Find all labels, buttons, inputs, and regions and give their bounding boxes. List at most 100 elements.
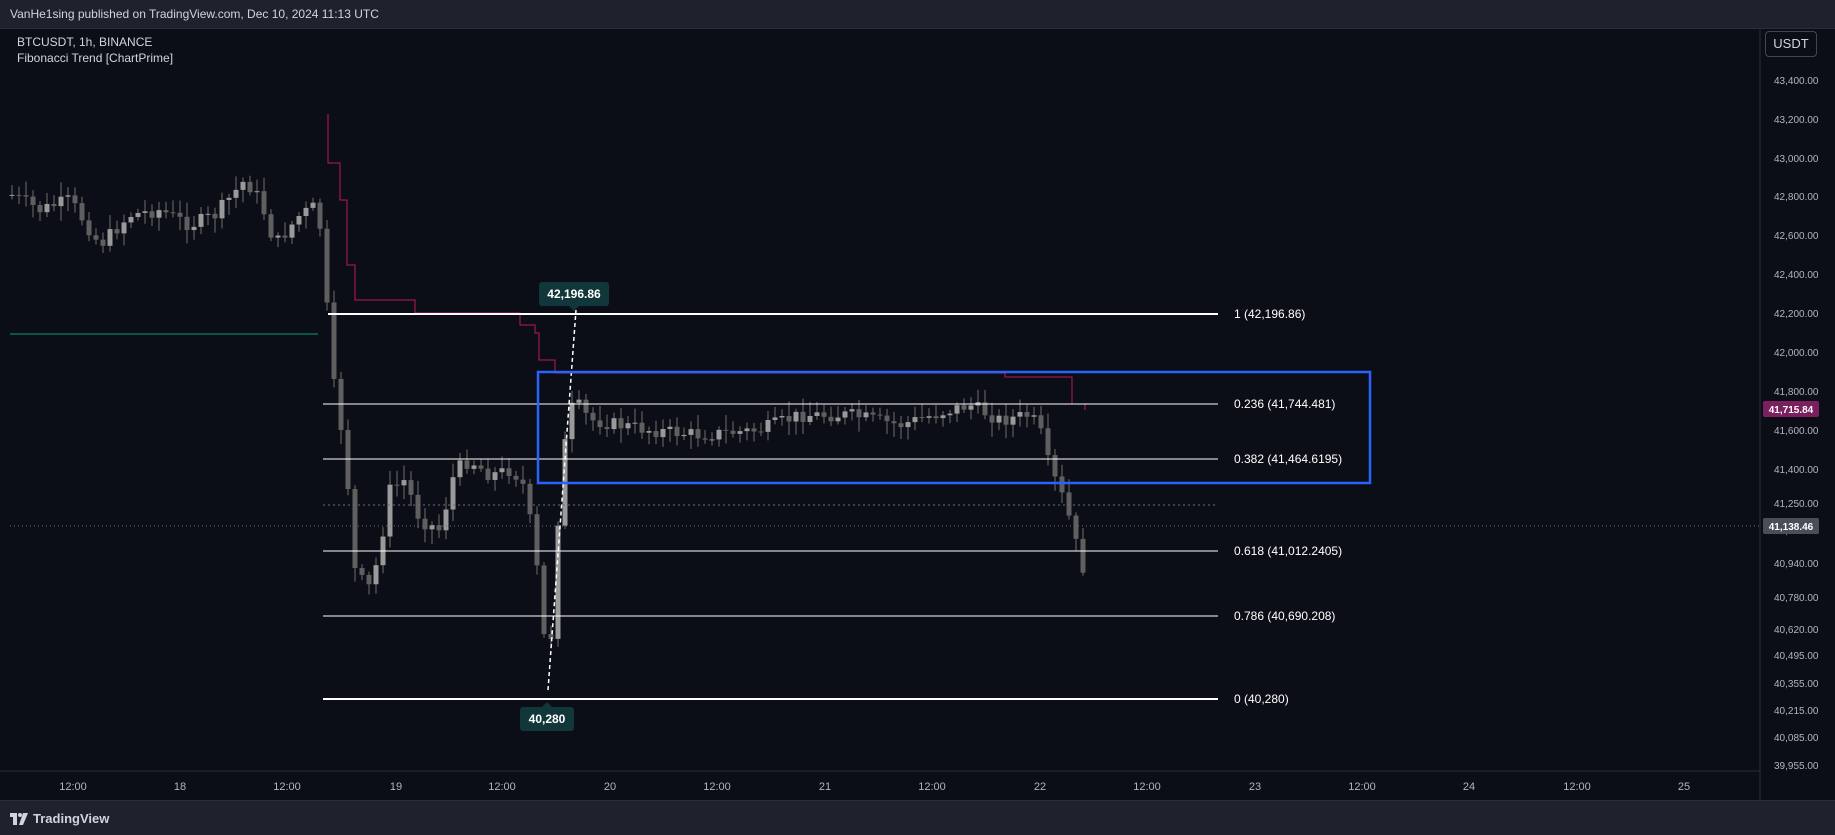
candle-body	[345, 430, 351, 490]
candle-body	[695, 429, 701, 439]
candle-body	[723, 429, 729, 431]
candle-body	[898, 423, 904, 428]
candle-body	[1073, 515, 1079, 539]
candle-body	[436, 525, 442, 531]
candle-body	[1080, 538, 1086, 573]
candle-body	[443, 509, 449, 531]
candle-body	[632, 422, 638, 424]
price-tick-label: 42,600.00	[1774, 231, 1819, 242]
price-tick-label: 43,400.00	[1774, 76, 1819, 87]
time-tick-label: 21	[819, 781, 831, 793]
chart-legend: BTCUSDT, 1h, BINANCE Fibonacci Trend [Ch…	[17, 34, 173, 66]
candle-body	[611, 418, 617, 430]
price-tick-label: 43,000.00	[1774, 154, 1819, 165]
candle-body	[604, 427, 610, 430]
candle-body	[478, 465, 484, 469]
candle-body	[233, 189, 239, 198]
time-axis[interactable]: 12:00 18 12:00 19 12:00 20 12:00 21 12:00 22 12:00…	[59, 781, 1690, 793]
candle-body	[324, 228, 330, 303]
candle-body	[884, 415, 890, 422]
candle-body	[548, 634, 554, 639]
candle-body	[912, 417, 918, 423]
candle-body	[450, 477, 456, 510]
candle-body	[387, 484, 393, 537]
candle-body	[205, 213, 211, 215]
fib-label-0236: 0.236 (41,744.481)	[1234, 397, 1335, 411]
time-tick-label: 12:00	[1348, 781, 1376, 793]
candle-body	[170, 212, 176, 214]
fib-label-0: 0 (40,280)	[1234, 692, 1289, 706]
candle-body	[541, 565, 547, 635]
swing-high-label: 42,196.86	[547, 287, 601, 301]
price-tag-last: 41,715.84	[1763, 401, 1819, 417]
candle-body	[863, 412, 869, 418]
candles	[9, 175, 1086, 649]
legend-symbol[interactable]: BTCUSDT, 1h, BINANCE	[17, 35, 153, 49]
candle-body	[653, 431, 659, 438]
time-tick-label: 18	[174, 781, 186, 793]
candle-body	[1038, 415, 1044, 429]
price-tag-crosshair: 41,138.46	[1763, 518, 1819, 534]
candle-body	[597, 420, 603, 428]
trend-trail-line	[327, 114, 1086, 410]
publisher-text: VanHe1sing published on TradingView.com,…	[10, 7, 379, 21]
fib-label-0786: 0.786 (40,690.208)	[1234, 609, 1335, 623]
candle-body	[765, 420, 771, 432]
candle-body	[506, 468, 512, 476]
candle-body	[492, 472, 498, 480]
candle-body	[814, 412, 820, 416]
candle-body	[555, 525, 561, 639]
candle-body	[408, 480, 414, 495]
candle-body	[583, 399, 589, 413]
candle-body	[163, 210, 169, 213]
candle-body	[128, 216, 134, 223]
price-tick-label: 42,800.00	[1774, 192, 1819, 203]
candle-body	[268, 214, 274, 238]
legend-indicator[interactable]: Fibonacci Trend [ChartPrime]	[17, 51, 174, 65]
chart-canvas[interactable]: 1 (42,196.86) 0.236 (41,744.481) 0.382 (…	[0, 28, 1835, 800]
candle-body	[961, 405, 967, 410]
candle-body	[275, 235, 281, 238]
candle-body	[226, 197, 232, 200]
candle-body	[58, 196, 64, 207]
candle-body	[968, 405, 974, 410]
candle-body	[891, 421, 897, 424]
candle-body	[786, 415, 792, 422]
price-axis[interactable]: 43,400.00 43,200.00 43,000.00 42,800.00 42,6…	[1774, 76, 1819, 772]
time-tick-label: 19	[390, 781, 402, 793]
candle-body	[758, 431, 764, 433]
candle-body	[219, 199, 225, 219]
tradingview-logo[interactable]: TradingView	[10, 811, 109, 826]
consolidation-box[interactable]	[536, 370, 1372, 485]
candle-body	[919, 417, 925, 419]
candle-body	[1003, 415, 1009, 425]
candle-body	[828, 416, 834, 422]
price-tick-label: 39,955.00	[1774, 761, 1819, 772]
price-tick-label: 41,600.00	[1774, 426, 1819, 437]
time-tick-label: 25	[1678, 781, 1690, 793]
candle-body	[72, 195, 78, 204]
candle-body	[709, 439, 715, 441]
candle-body	[191, 226, 197, 231]
candle-body	[261, 191, 267, 215]
candle-body	[1024, 412, 1030, 417]
time-tick-label: 20	[604, 781, 616, 793]
candle-body	[394, 484, 400, 486]
candle-body	[527, 483, 533, 515]
price-tag-last-text: 41,715.84	[1769, 405, 1814, 416]
time-tick-label: 12:00	[1133, 781, 1161, 793]
candle-body	[779, 415, 785, 418]
time-tick-label: 12:00	[1563, 781, 1591, 793]
currency-button[interactable]: USDT	[1765, 31, 1817, 57]
swing-low-label: 40,280	[529, 712, 566, 726]
tradingview-logo-icon	[10, 812, 28, 825]
candle-body	[681, 434, 687, 437]
candle-body	[660, 428, 666, 438]
swing-dashed-line	[547, 309, 577, 691]
candle-body	[464, 460, 470, 469]
time-tick-label: 24	[1463, 781, 1475, 793]
price-tick-label: 42,200.00	[1774, 309, 1819, 320]
candle-body	[933, 416, 939, 419]
candle-body	[800, 411, 806, 422]
fib-label-0382: 0.382 (41,464.6195)	[1234, 452, 1342, 466]
